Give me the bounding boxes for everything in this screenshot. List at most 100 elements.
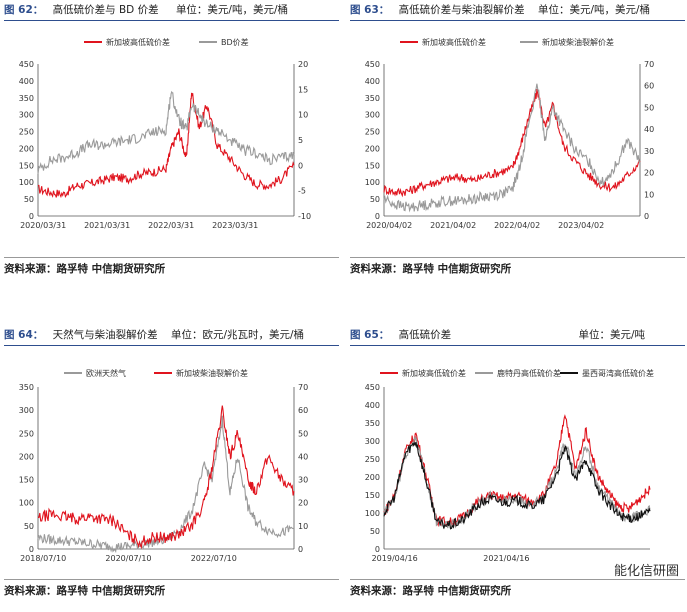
y-tick-left-label: 400 bbox=[19, 77, 34, 86]
y-tick-right-label: 10 bbox=[644, 190, 654, 199]
source-note: 资料来源：路孚特 中信期货研究所 bbox=[4, 257, 339, 276]
y-tick-right-label: -5 bbox=[298, 187, 306, 196]
y-tick-right-label: 10 bbox=[298, 111, 308, 120]
series-line-1 bbox=[37, 405, 295, 550]
y-tick-left-label: 250 bbox=[365, 455, 380, 464]
series-line-0 bbox=[37, 415, 295, 554]
x-tick-label: 2023/04/02 bbox=[558, 221, 604, 230]
legend-label: 鹿特丹高低硫价差 bbox=[497, 368, 561, 378]
y-tick-right-label: 30 bbox=[644, 147, 654, 156]
y-tick-right-label: 40 bbox=[644, 125, 654, 134]
chart-63: 0 50 100 150 200 250 300 350 400 450 0 10 20 30 40 50 60… bbox=[365, 37, 654, 230]
y-tick-left-label: 0 bbox=[375, 545, 380, 554]
x-tick-label: 2022/07/10 bbox=[191, 554, 237, 563]
legend-label: 新加坡高低硫价差 bbox=[422, 37, 486, 47]
legend-label: 欧洲天然气 bbox=[86, 368, 126, 378]
y-tick-left-label: 0 bbox=[375, 212, 380, 221]
y-tick-right-label: -10 bbox=[298, 212, 311, 221]
y-tick-left-label: 100 bbox=[365, 178, 380, 187]
legend-label: 新加坡柴油裂解价差 bbox=[542, 37, 614, 47]
series-line-0 bbox=[38, 92, 295, 199]
y-tick-left-label: 250 bbox=[19, 128, 34, 137]
y-tick-right-label: 30 bbox=[298, 476, 308, 485]
figure-label: 图 64： bbox=[4, 329, 44, 341]
y-tick-right-label: 50 bbox=[644, 103, 654, 112]
x-tick-label: 2020/04/02 bbox=[366, 221, 412, 230]
y-tick-right-label: 60 bbox=[644, 82, 654, 91]
series-line-1 bbox=[383, 435, 651, 531]
y-tick-left-label: 350 bbox=[19, 383, 34, 392]
chart-panel-65: 图 65： 高低硫价差 单位：美元/吨 0 50 100 150 200 250 300 35… bbox=[350, 327, 685, 612]
y-tick-right-label: 0 bbox=[644, 212, 649, 221]
panel-title: 图 64： 天然气与柴油裂解价差 单位：欧元/兆瓦时，美元/桶 bbox=[4, 327, 339, 346]
y-tick-left-label: 300 bbox=[19, 111, 34, 120]
figure-title: 高低硫价差与柴油裂解价差 bbox=[398, 4, 525, 16]
y-tick-right-label: 10 bbox=[298, 522, 308, 531]
figure-title: 天然气与柴油裂解价差 bbox=[52, 329, 158, 341]
x-tick-label: 2021/04/16 bbox=[483, 554, 529, 563]
source-note: 资料来源：路孚特 中信期货研究所 bbox=[4, 579, 339, 598]
chart-65: 0 50 100 150 200 250 300 350 400 450 2019/04/16 202… bbox=[365, 368, 654, 563]
y-tick-right-label: 40 bbox=[298, 452, 308, 461]
x-tick-label: 2021/03/31 bbox=[84, 221, 130, 230]
watermark: 能化信研圈 bbox=[613, 564, 679, 579]
figure-unit: 单位：美元/吨 bbox=[578, 329, 646, 341]
figure-unit: 单位：欧元/兆瓦时，美元/桶 bbox=[170, 329, 305, 341]
legend-label: 墨西哥湾高低硫价差 bbox=[582, 368, 654, 378]
y-tick-left-label: 350 bbox=[365, 419, 380, 428]
y-tick-left-label: 0 bbox=[29, 545, 34, 554]
y-tick-right-label: 0 bbox=[298, 161, 303, 170]
y-tick-left-label: 100 bbox=[19, 499, 34, 508]
y-tick-left-label: 150 bbox=[365, 491, 380, 500]
y-tick-left-label: 100 bbox=[19, 178, 34, 187]
chart-panel-62: 图 62： 高低硫价差与 BD 价差 单位：美元/吨，美元/桶 0 50 100 15… bbox=[4, 2, 339, 287]
y-tick-left-label: 150 bbox=[19, 161, 34, 170]
y-tick-left-label: 300 bbox=[365, 437, 380, 446]
series-line-0 bbox=[383, 88, 641, 198]
x-tick-label: 2019/04/16 bbox=[372, 554, 418, 563]
figure-title: 高低硫价差 bbox=[398, 329, 452, 341]
y-tick-right-label: 20 bbox=[298, 499, 308, 508]
x-tick-label: 2022/03/31 bbox=[148, 221, 194, 230]
y-tick-right-label: 5 bbox=[298, 136, 303, 145]
series-line-1 bbox=[37, 90, 295, 174]
y-tick-left-label: 150 bbox=[19, 476, 34, 485]
panel-title: 图 62： 高低硫价差与 BD 价差 单位：美元/吨，美元/桶 bbox=[4, 2, 339, 21]
y-tick-left-label: 250 bbox=[365, 128, 380, 137]
chart-panel-64: 图 64： 天然气与柴油裂解价差 单位：欧元/兆瓦时，美元/桶 0 50 100 15… bbox=[4, 327, 339, 612]
y-tick-left-label: 450 bbox=[365, 383, 380, 392]
x-tick-label: 2020/03/31 bbox=[20, 221, 66, 230]
y-tick-right-label: 70 bbox=[298, 383, 308, 392]
chart-panel-63: 图 63： 高低硫价差与柴油裂解价差 单位：美元/吨，美元/桶 0 50 100 15… bbox=[350, 2, 685, 287]
y-tick-left-label: 450 bbox=[19, 60, 34, 69]
y-tick-right-label: 20 bbox=[298, 60, 308, 69]
source-note: 资料来源：路孚特 中信期货研究所 bbox=[350, 257, 685, 276]
x-tick-label: 2021/04/02 bbox=[430, 221, 476, 230]
y-tick-left-label: 350 bbox=[365, 94, 380, 103]
y-tick-left-label: 200 bbox=[365, 144, 380, 153]
y-tick-right-label: 50 bbox=[298, 429, 308, 438]
figure-label: 图 62： bbox=[4, 4, 44, 16]
y-tick-right-label: 60 bbox=[298, 406, 308, 415]
y-tick-left-label: 100 bbox=[365, 509, 380, 518]
y-tick-right-label: 15 bbox=[298, 85, 308, 94]
y-tick-left-label: 200 bbox=[365, 473, 380, 482]
y-tick-left-label: 400 bbox=[365, 401, 380, 410]
y-tick-left-label: 50 bbox=[370, 195, 380, 204]
y-tick-left-label: 0 bbox=[29, 212, 34, 221]
chart-64: 0 50 100 150 200 250 300 350 0 10 20 30 40 50 60 70 2018… bbox=[19, 368, 308, 563]
y-tick-left-label: 400 bbox=[365, 77, 380, 86]
legend-label: 新加坡高低硫价差 bbox=[402, 368, 466, 378]
y-tick-left-label: 450 bbox=[365, 60, 380, 69]
series-line-2 bbox=[383, 441, 651, 530]
y-tick-left-label: 50 bbox=[370, 527, 380, 536]
figure-unit: 单位：美元/吨，美元/桶 bbox=[537, 4, 651, 16]
legend-label: 新加坡高低硫价差 bbox=[106, 37, 170, 47]
y-tick-left-label: 50 bbox=[24, 522, 34, 531]
y-tick-left-label: 200 bbox=[19, 144, 34, 153]
x-tick-label: 2022/04/02 bbox=[494, 221, 540, 230]
x-tick-label: 2018/07/10 bbox=[20, 554, 66, 563]
x-tick-label: 2023/03/31 bbox=[212, 221, 258, 230]
y-tick-left-label: 250 bbox=[19, 429, 34, 438]
y-tick-left-label: 50 bbox=[24, 195, 34, 204]
